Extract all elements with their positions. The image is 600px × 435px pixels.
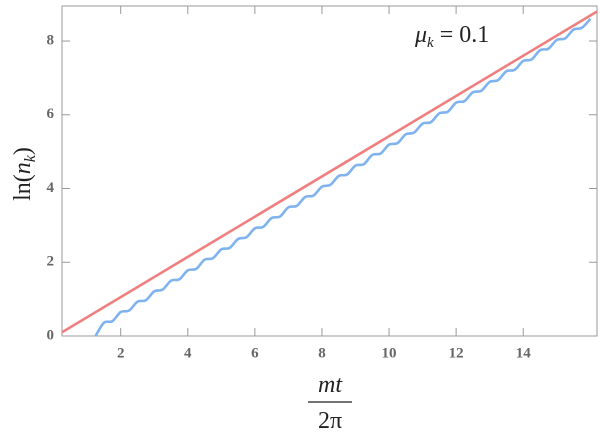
x-label-numerator: mt <box>318 372 343 398</box>
series-line <box>62 10 597 334</box>
y-label-sub: k <box>22 154 39 162</box>
annotation-text: = 0.1 <box>434 22 490 48</box>
plot-frame <box>61 5 598 337</box>
y-label-suffix: ) <box>10 147 36 155</box>
y-label-prefix: ln( <box>10 174 36 201</box>
y-tick-label: 2 <box>47 254 55 270</box>
x-tick-label: 6 <box>251 345 259 361</box>
annotation-sub: k <box>427 35 434 51</box>
x-label-denominator: 2π <box>318 408 342 434</box>
y-label-var: n <box>10 162 36 174</box>
x-tick-label: 14 <box>516 345 532 361</box>
x-tick-label: 4 <box>184 345 192 361</box>
y-axis-label: ln(nk) <box>10 147 39 201</box>
x-tick-label: 10 <box>382 345 397 361</box>
series-line <box>94 18 592 336</box>
annotation: μk = 0.1 <box>414 22 489 51</box>
y-tick-label: 0 <box>47 327 55 343</box>
y-tick-label: 8 <box>47 32 55 48</box>
x-tick-label: 8 <box>318 345 326 361</box>
x-tick-label: 12 <box>449 345 464 361</box>
y-tick-label: 4 <box>47 180 55 196</box>
annotation-symbol: μ <box>414 22 427 48</box>
y-tick-label: 6 <box>47 106 55 122</box>
x-tick-label: 2 <box>117 345 125 361</box>
